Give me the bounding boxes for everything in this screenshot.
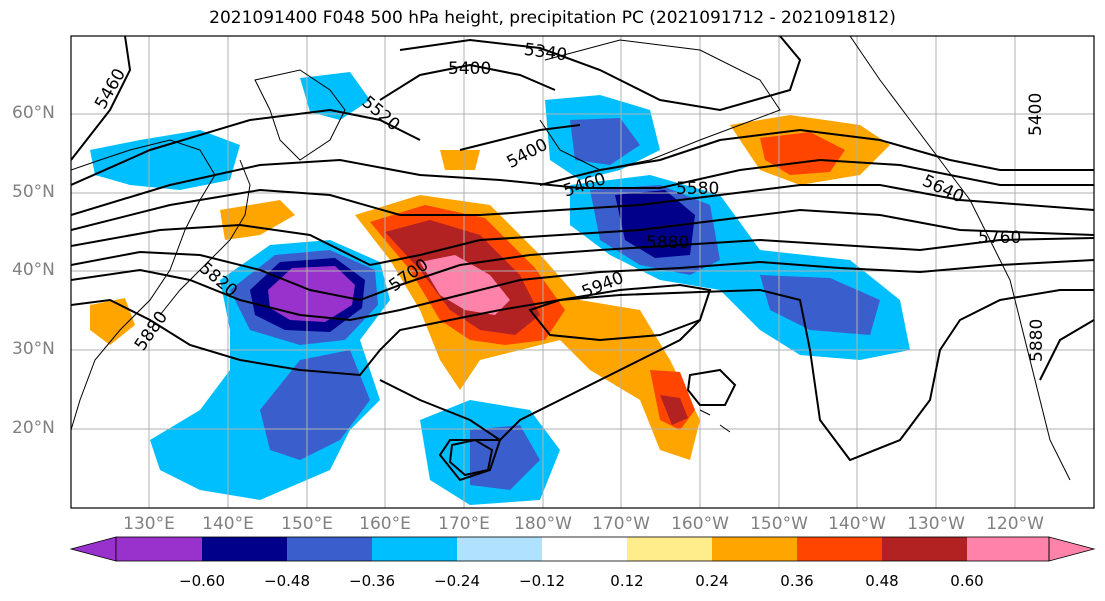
colorbar-bin [967,537,1049,561]
lon-label: 130°W [907,514,965,534]
colorbar-tick-label: 0.48 [865,572,899,590]
contour-label: 5340 [523,40,569,66]
precip-positive-ne [440,150,480,170]
precip-positive-japan [220,200,295,240]
contour-5460b [539,128,1094,186]
contour-5460 [71,36,132,161]
contour-5700 [71,208,1094,267]
precip-negative-west-purple [268,266,355,322]
colorbar-tick-label: 0.36 [780,572,814,590]
lon-label: 160°E [359,514,411,534]
colorbar-tick-label: 0.12 [610,572,644,590]
graticule [71,36,1094,508]
precip-negative-east-blue [760,275,880,335]
colorbar-tick-label: −0.60 [179,572,225,590]
colorbar-bin [712,537,797,561]
colorbar-bin [287,537,372,561]
contour-label: 5880 [131,308,172,355]
precip-negative-central-navy [615,190,695,258]
contour-5880b [379,319,701,482]
coast-alaska [539,39,781,171]
lon-label: 150°E [281,514,333,534]
colorbar-tick-label: 0.60 [950,572,984,590]
lon-label: 150°W [750,514,808,534]
colorbar-bin [542,537,627,561]
contour-label: 5400 [504,135,552,173]
lat-label: 20°N [12,418,55,438]
lon-label: 170°E [438,514,490,534]
colorbar-tick-label: −0.36 [349,572,395,590]
precip-negative-bering-blue [570,118,640,165]
map-area: 5460 5340 5400 5520 5400 5460 5580 5640 … [71,36,1094,508]
contour-5760 [71,237,1094,302]
colorbar-extend-right [1048,536,1096,562]
contour-5340 [399,36,802,112]
contour-5640 [71,184,1094,231]
lat-label: 50°N [12,182,55,202]
precip-positive-sw [90,298,135,345]
colorbar-bin [372,537,457,561]
contour-5400a [379,63,556,101]
lon-label: 130°E [123,514,175,534]
lon-label: 140°W [828,514,886,534]
precip-negative-nw [90,130,240,190]
contour-south-ring [448,438,494,477]
contour-label: 5400 [1026,93,1046,136]
lon-label: 120°W [986,514,1044,534]
colorbar [69,536,1096,562]
contour-5940 [528,283,712,342]
lon-label: 170°W [592,514,650,534]
colorbar-tick-label: 0.24 [695,572,729,590]
lon-label: 160°W [671,514,729,534]
precip-negative-south2-blue [470,425,540,490]
contour-5880 [71,288,1094,462]
contour-5400b [459,124,581,151]
colorbar-bin [797,537,882,561]
coast-hawaii [699,409,731,433]
lat-label: 30°N [12,339,55,359]
colorbar-tick-label: −0.12 [519,572,565,590]
lat-label: 40°N [12,260,55,280]
precip-negative-south-blue [260,350,370,460]
contour-label: 5880 [646,233,689,253]
colorbar-bin [457,537,542,561]
colorbar-bin [202,537,287,561]
colorbar-tick-label: −0.24 [434,572,480,590]
colorbar-bin [627,537,712,561]
contour-label: 5460 [91,65,130,112]
coast-kamchatka [254,69,346,161]
map-title: 2021091400 F048 500 hPa height, precipit… [209,8,896,28]
contour-5880c [1039,319,1094,381]
precip-positive-hawaii-darkred [660,395,688,425]
lon-label: 140°E [202,514,254,534]
colorbar-bin [116,537,202,561]
lat-label: 60°N [12,103,55,123]
colorbar-extend-left [69,536,117,562]
colorbar-outline [115,536,1050,562]
contour-5520 [71,108,421,186]
contour-label: 5400 [448,59,491,79]
contour-5820 [71,259,1094,322]
lon-label: 180°W [514,514,572,534]
contour-label: 5580 [676,179,719,199]
height-contours [71,36,1094,482]
contour-hawaii-ring [686,368,737,406]
colorbar-tick-label: −0.48 [264,572,310,590]
coast-asia [71,139,216,431]
contour-label: 5760 [978,228,1021,248]
contour-5580 [71,158,1094,216]
colorbar-bin [882,537,967,561]
coastlines [71,36,1071,481]
coast-japan [159,159,251,316]
coast-north-america [849,36,1071,481]
map-frame [70,35,1095,509]
contour-label: 5880 [1027,319,1047,362]
